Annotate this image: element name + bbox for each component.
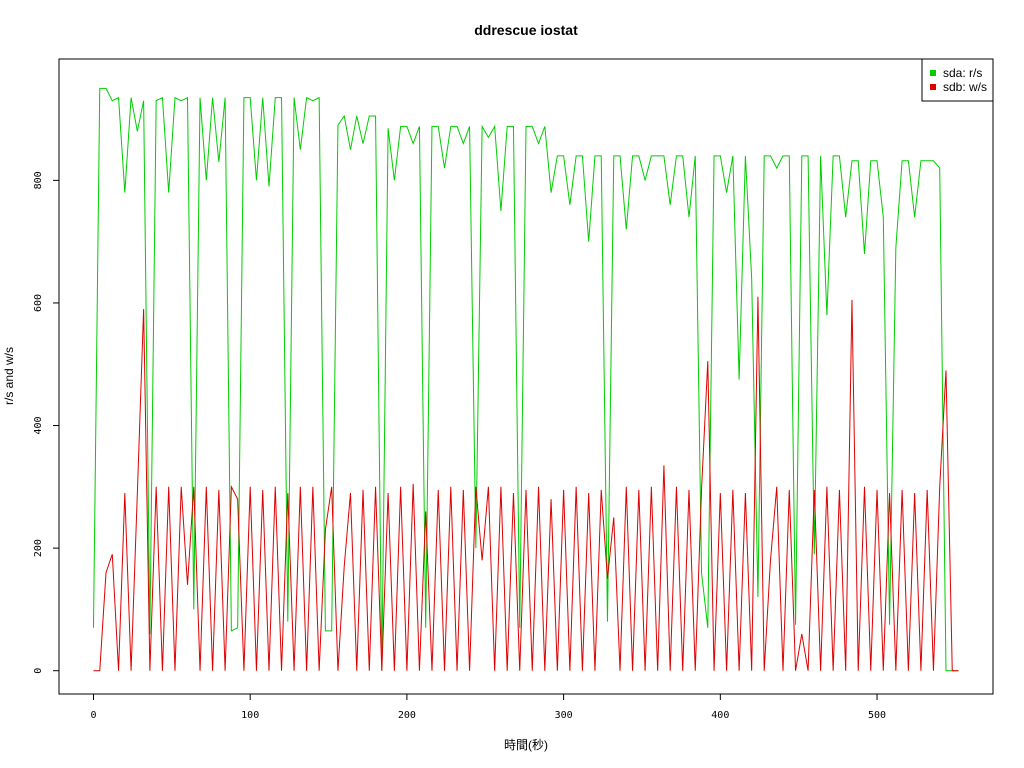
legend-label: sda: r/s xyxy=(943,66,982,80)
x-axis-label: 時間(秒) xyxy=(504,738,548,752)
y-tick-label: 600 xyxy=(33,294,44,312)
y-tick-label: 400 xyxy=(33,417,44,435)
x-tick-label: 0 xyxy=(90,710,96,721)
x-tick-label: 500 xyxy=(868,710,886,721)
legend-swatch xyxy=(930,84,936,90)
y-tick-label: 800 xyxy=(33,171,44,189)
x-tick-label: 300 xyxy=(555,710,573,721)
legend-swatch xyxy=(930,70,936,76)
series-line xyxy=(92,87,959,672)
x-tick-label: 100 xyxy=(241,710,259,721)
legend-label: sdb: w/s xyxy=(943,80,987,94)
y-tick-label: 200 xyxy=(33,539,44,557)
chart-title: ddrescue iostat xyxy=(474,22,578,38)
plot-box xyxy=(58,58,994,695)
series-line xyxy=(93,296,959,672)
y-tick-label: 0 xyxy=(33,668,44,674)
y-axis-label: r/s and w/s xyxy=(2,347,16,405)
legend-box xyxy=(921,58,994,102)
x-tick-label: 200 xyxy=(398,710,416,721)
x-tick-label: 400 xyxy=(711,710,729,721)
